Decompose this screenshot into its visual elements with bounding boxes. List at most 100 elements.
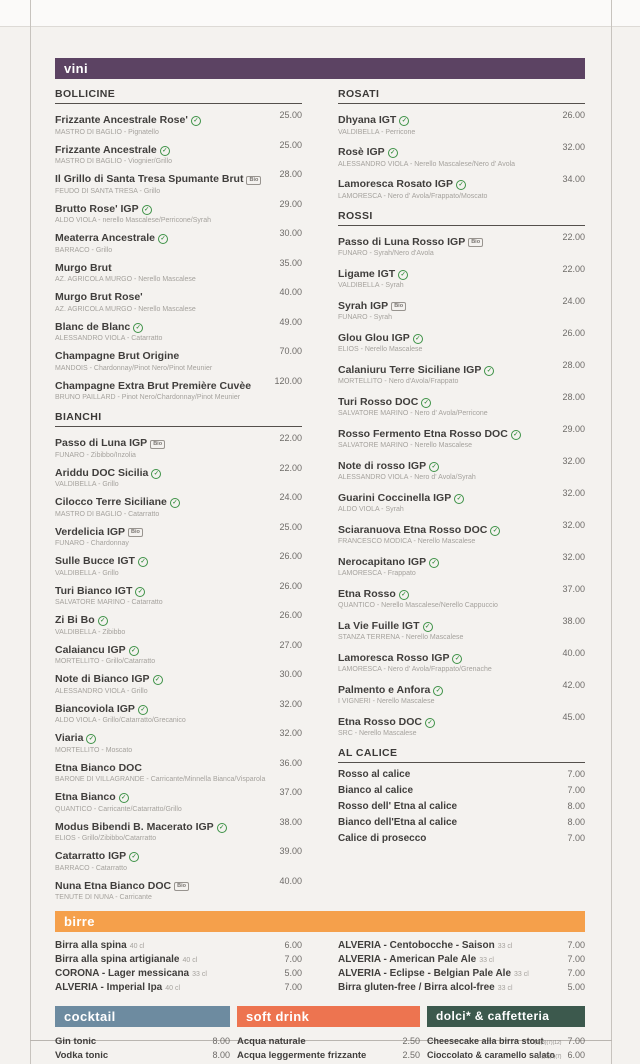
al-calice-items: Rosso al calice 7.00 Bianco al calice 7.…: [338, 769, 585, 845]
beer-price: 7.00: [567, 940, 585, 950]
wine-item-producer: ALESSANDRO VIOLA - Catarratto: [55, 335, 163, 342]
birre-section-band: birre: [55, 911, 585, 932]
wine-item-row: Catarratto IGP ✓ BARRACO - Catarratto 39.…: [55, 846, 302, 873]
glass-wine-price: 8.00: [567, 801, 585, 811]
wine-item-name-line: Passo di Luna Rosso IGP Bio: [338, 232, 484, 250]
wine-item-name: Passo di Luna IGP: [55, 437, 148, 449]
soft-drink-price: 2.50: [402, 1036, 420, 1046]
wine-item-name: Champagne Extra Brut Première Cuvèe: [55, 379, 252, 392]
wine-item-producer: QUANTICO - Nerello Mascalese/Nerello Cap…: [338, 602, 498, 609]
glass-wine-price: 7.00: [567, 769, 585, 779]
cocktail-items: Gin tonic 8.00 Vodka tonic 8.00 Negroni …: [55, 1036, 230, 1064]
artisan-check-icon: ✓: [118, 793, 129, 803]
wine-item-name: Brutto Rose' IGP: [55, 202, 139, 215]
wine-item-name-line: Blanc de Blanc ✓: [55, 317, 162, 335]
wine-item-name: Calaniuru Terre Siciliane IGP: [338, 363, 482, 376]
wine-item-row: Nerocapitano IGP ✓ LAMORESCA - Frappato 3…: [338, 552, 585, 579]
wine-item-name-line: Etna Rosso DOC ✓: [338, 712, 436, 730]
wine-item-main: Murgo Brut AZ. AGRICOLA MURGO - Nerello …: [55, 258, 196, 285]
wine-item-row: Modus Bibendi B. Macerato IGP ✓ ELIOS - G…: [55, 817, 302, 844]
beer-column-left: Birra alla spina 40 cl 6.00 Birra alla s…: [55, 940, 302, 996]
wine-item-producer: MASTRO DI BAGLIO - Pignatello: [55, 128, 159, 136]
wine-item-producer: VALDIBELLA - Grillo: [55, 569, 119, 577]
wine-item-price: 24.00: [279, 492, 302, 502]
wine-item-producer: TENUTE DI NUNA - Carricante: [55, 894, 152, 901]
glass-wine-name: Bianco dell'Etna al calice: [338, 817, 458, 828]
glass-wine-row: Rosso dell' Etna al calice 8.00: [338, 801, 585, 813]
wine-item-row: Turi Rosso DOC ✓ SALVATORE MARINO - Nero …: [338, 392, 585, 419]
wine-item-main: Dhyana IGT ✓ VALDIBELLA - Perricone: [338, 110, 415, 137]
wine-item-price: 49.00: [279, 316, 302, 327]
cocktail-column: cocktail Gin tonic 8.00 Vodka tonic 8.00: [55, 1006, 230, 1064]
wine-item-price: 36.00: [279, 757, 302, 768]
wine-item-price: 39.00: [279, 846, 302, 856]
wine-item-name: Ariddu DOC Sicilia: [55, 466, 149, 479]
wine-item-row: Guarini Coccinella IGP ✓ ALDO VIOLA - Syr…: [338, 488, 585, 515]
beer-size: 40 cl: [129, 943, 145, 950]
rossi-items: Passo di Luna Rosso IGP Bio FUNARO - Syra…: [338, 232, 585, 739]
bollicine-items: Frizzante Ancestrale Rose' ✓ MASTRO DI BA…: [55, 110, 302, 402]
artisan-check-icon: ✓: [129, 852, 140, 862]
beer-column-right: ALVERIA - Centobocche - Saison 33 cl 7.0…: [338, 940, 585, 996]
wine-item-main: Turi Rosso DOC ✓ SALVATORE MARINO - Nero …: [338, 392, 488, 419]
soft-drink-name: Acqua naturale: [237, 1036, 306, 1047]
wine-item-name-line: Nerocapitano IGP ✓: [338, 552, 440, 570]
artisan-check-icon: ✓: [452, 653, 463, 664]
wine-item-price: 32.00: [562, 551, 585, 562]
wine-item-name-line: Note di rosso IGP ✓: [338, 456, 476, 474]
wine-item-name: Ligame IGT: [338, 267, 396, 280]
wine-item-producer: VALDIBELLA - Grillo: [55, 481, 119, 488]
wine-item-main: Sulle Bucce IGT ✓ VALDIBELLA - Grillo: [55, 551, 148, 578]
artisan-check-icon: ✓: [152, 675, 163, 685]
wine-item-main: La Vie Fuille IGT ✓ STANZA TERRENA - Nere…: [338, 616, 463, 643]
beer-name: Birra alla spina artigianale: [55, 954, 180, 965]
artisan-check-icon: ✓: [169, 498, 180, 508]
wine-item-producer: MORTELLITO - Grillo/Catarratto: [55, 658, 156, 665]
wine-item-price: 29.00: [562, 423, 585, 434]
wine-item-producer: BARRACO - Grillo: [55, 246, 113, 254]
wine-item-name: Syrah IGP: [338, 299, 389, 312]
artisan-check-icon: ✓: [490, 525, 501, 536]
wine-item-row: Passo di Luna IGP Bio FUNARO - Zibibbo/In…: [55, 433, 302, 460]
wine-item-row: Il Grillo di Santa Tresa Spumante Brut Bi…: [55, 169, 302, 196]
vini-section-band: vini: [55, 58, 585, 79]
wine-item-name: Modus Bibendi B. Macerato IGP: [55, 820, 214, 833]
section-bollicine: BOLLICINE Frizzante Ancestrale Rose' ✓ MA…: [55, 88, 302, 402]
wine-item-main: Syrah IGP Bio FUNARO - Syrah: [338, 296, 407, 323]
artisan-check-icon: ✓: [137, 557, 148, 567]
wine-item-main: Il Grillo di Santa Tresa Spumante Brut Bi…: [55, 169, 262, 196]
wine-item-name-line: Cilocco Terre Siciliane ✓: [55, 492, 180, 510]
wine-item-main: Passo di Luna Rosso IGP Bio FUNARO - Syra…: [338, 232, 484, 259]
soft-drink-row: Acqua naturale 2.50: [237, 1036, 420, 1048]
beer-row: ALVERIA - Imperial Ipa 40 cl 7.00: [55, 982, 302, 993]
wine-item-name-line: Calaniuru Terre Siciliane IGP ✓: [338, 360, 495, 378]
wine-item-producer: MORTELLITO - Moscato: [55, 746, 133, 754]
wine-item-name: Turi Rosso DOC: [338, 395, 419, 408]
wine-item-producer: LAMORESCA - Frappato: [338, 570, 416, 577]
page-top-edge: [0, 0, 640, 27]
wine-item-row: Sulle Bucce IGT ✓ VALDIBELLA - Grillo 26.…: [55, 551, 302, 578]
wine-item-name: Verdelicia IGP: [55, 525, 126, 538]
wine-item-row: Ariddu DOC Sicilia ✓ VALDIBELLA - Grillo …: [55, 463, 302, 490]
wine-item-price: 32.00: [279, 698, 302, 709]
artisan-check-icon: ✓: [484, 365, 495, 376]
wine-item-name-line: Guarini Coccinella IGP ✓: [338, 488, 465, 506]
wine-item-main: Frizzante Ancestrale ✓ MASTRO DI BAGLIO -…: [55, 140, 172, 167]
wine-item-price: 40.00: [562, 647, 585, 658]
beer-row: Birra alla spina artigianale 40 cl 7.00: [55, 954, 302, 965]
wine-item-main: Rosè IGP ✓ ALESSANDRO VIOLA - Nerello Mas…: [338, 142, 515, 169]
beer-name: ALVERIA - Eclipse - Belgian Pale Ale: [338, 968, 512, 979]
wine-item-row: Lamoresca Rosato IGP ✓ LAMORESCA - Nero d…: [338, 174, 585, 201]
wine-item-name-line: Il Grillo di Santa Tresa Spumante Brut Bi…: [55, 169, 262, 187]
cocktail-price: 8.00: [212, 1050, 230, 1061]
wine-item-price: 25.00: [279, 521, 302, 532]
wine-item-name-line: Note di Bianco IGP ✓: [55, 669, 163, 687]
wine-item-price: 24.00: [562, 295, 585, 306]
cocktail-row: Gin tonic 8.00: [55, 1036, 230, 1048]
dolci-section-band: dolci* & caffetteria: [427, 1006, 585, 1027]
wine-item-name: Murgo Brut Rose': [55, 291, 143, 303]
beer-price: 7.00: [567, 968, 585, 978]
wine-item-row: Turi Bianco IGT ✓ SALVATORE MARINO - Cata…: [55, 581, 302, 608]
artisan-check-icon: ✓: [86, 734, 97, 744]
wine-item-name-line: Lamoresca Rosso IGP ✓: [338, 648, 492, 666]
